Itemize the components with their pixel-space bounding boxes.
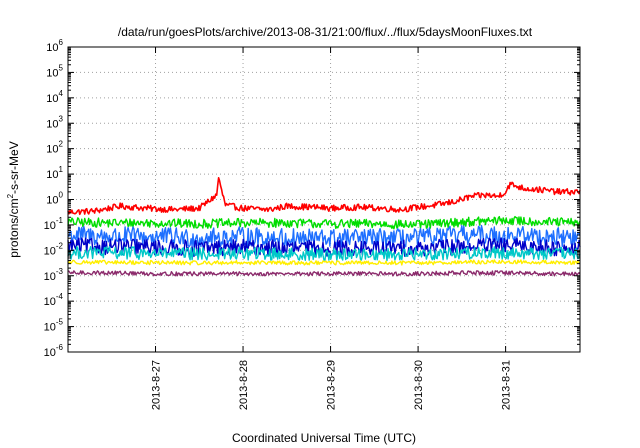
y-tick-label: 104 (46, 89, 63, 105)
y-tick-label: 106 (46, 38, 63, 54)
y-axis-title: protons/cm2-s-sr-MeV (6, 141, 21, 257)
y-tick-label: 103 (46, 114, 63, 130)
chart-title: /data/run/goesPlots/archive/2013-08-31/2… (118, 25, 533, 39)
x-tick-label: 2013-8-27 (151, 360, 163, 410)
series-layer (67, 177, 581, 277)
y-tick-label: 10-2 (44, 241, 64, 257)
y-tick-label: 101 (46, 165, 63, 181)
y-tick-label: 105 (46, 63, 63, 79)
y-axis: 10-6 10-5 10-4 10-3 10-2 10-1 100 101 102 103 104 1… (44, 38, 580, 359)
y-tick-label: 10-1 (44, 216, 64, 232)
series-line (67, 224, 581, 249)
y-tick-label: 102 (46, 140, 63, 156)
y-axis-title-prefix: protons/cm (7, 198, 21, 257)
series-line (67, 177, 581, 216)
y-tick-label: 10-6 (44, 343, 64, 359)
x-tick-label: 2013-8-29 (326, 360, 338, 410)
x-tick-label: 2013-8-31 (501, 360, 513, 410)
y-axis-title-sup: 2 (6, 193, 15, 198)
x-axis-title: Coordinated Universal Time (UTC) (232, 431, 416, 445)
series-line (67, 259, 581, 266)
series-line (67, 246, 581, 262)
series-line (67, 237, 581, 257)
y-tick-label: 10-4 (44, 292, 64, 308)
series-line (67, 270, 581, 277)
series-line (67, 215, 581, 230)
x-axis: 2013-8-27 2013-8-28 2013-8-29 2013-8-30 2013… (151, 47, 513, 410)
y-axis-title-suffix: -s-sr-MeV (7, 141, 21, 194)
y-tick-label: 10-5 (44, 318, 64, 334)
x-tick-label: 2013-8-28 (238, 360, 250, 410)
y-tick-label: 100 (46, 191, 63, 207)
grid (68, 47, 580, 352)
x-tick-label: 2013-8-30 (413, 360, 425, 410)
y-tick-label: 10-3 (44, 267, 64, 283)
